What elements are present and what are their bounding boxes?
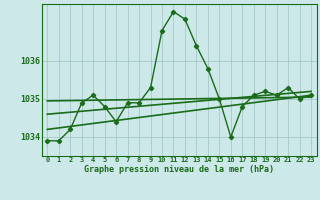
X-axis label: Graphe pression niveau de la mer (hPa): Graphe pression niveau de la mer (hPa) (84, 165, 274, 174)
